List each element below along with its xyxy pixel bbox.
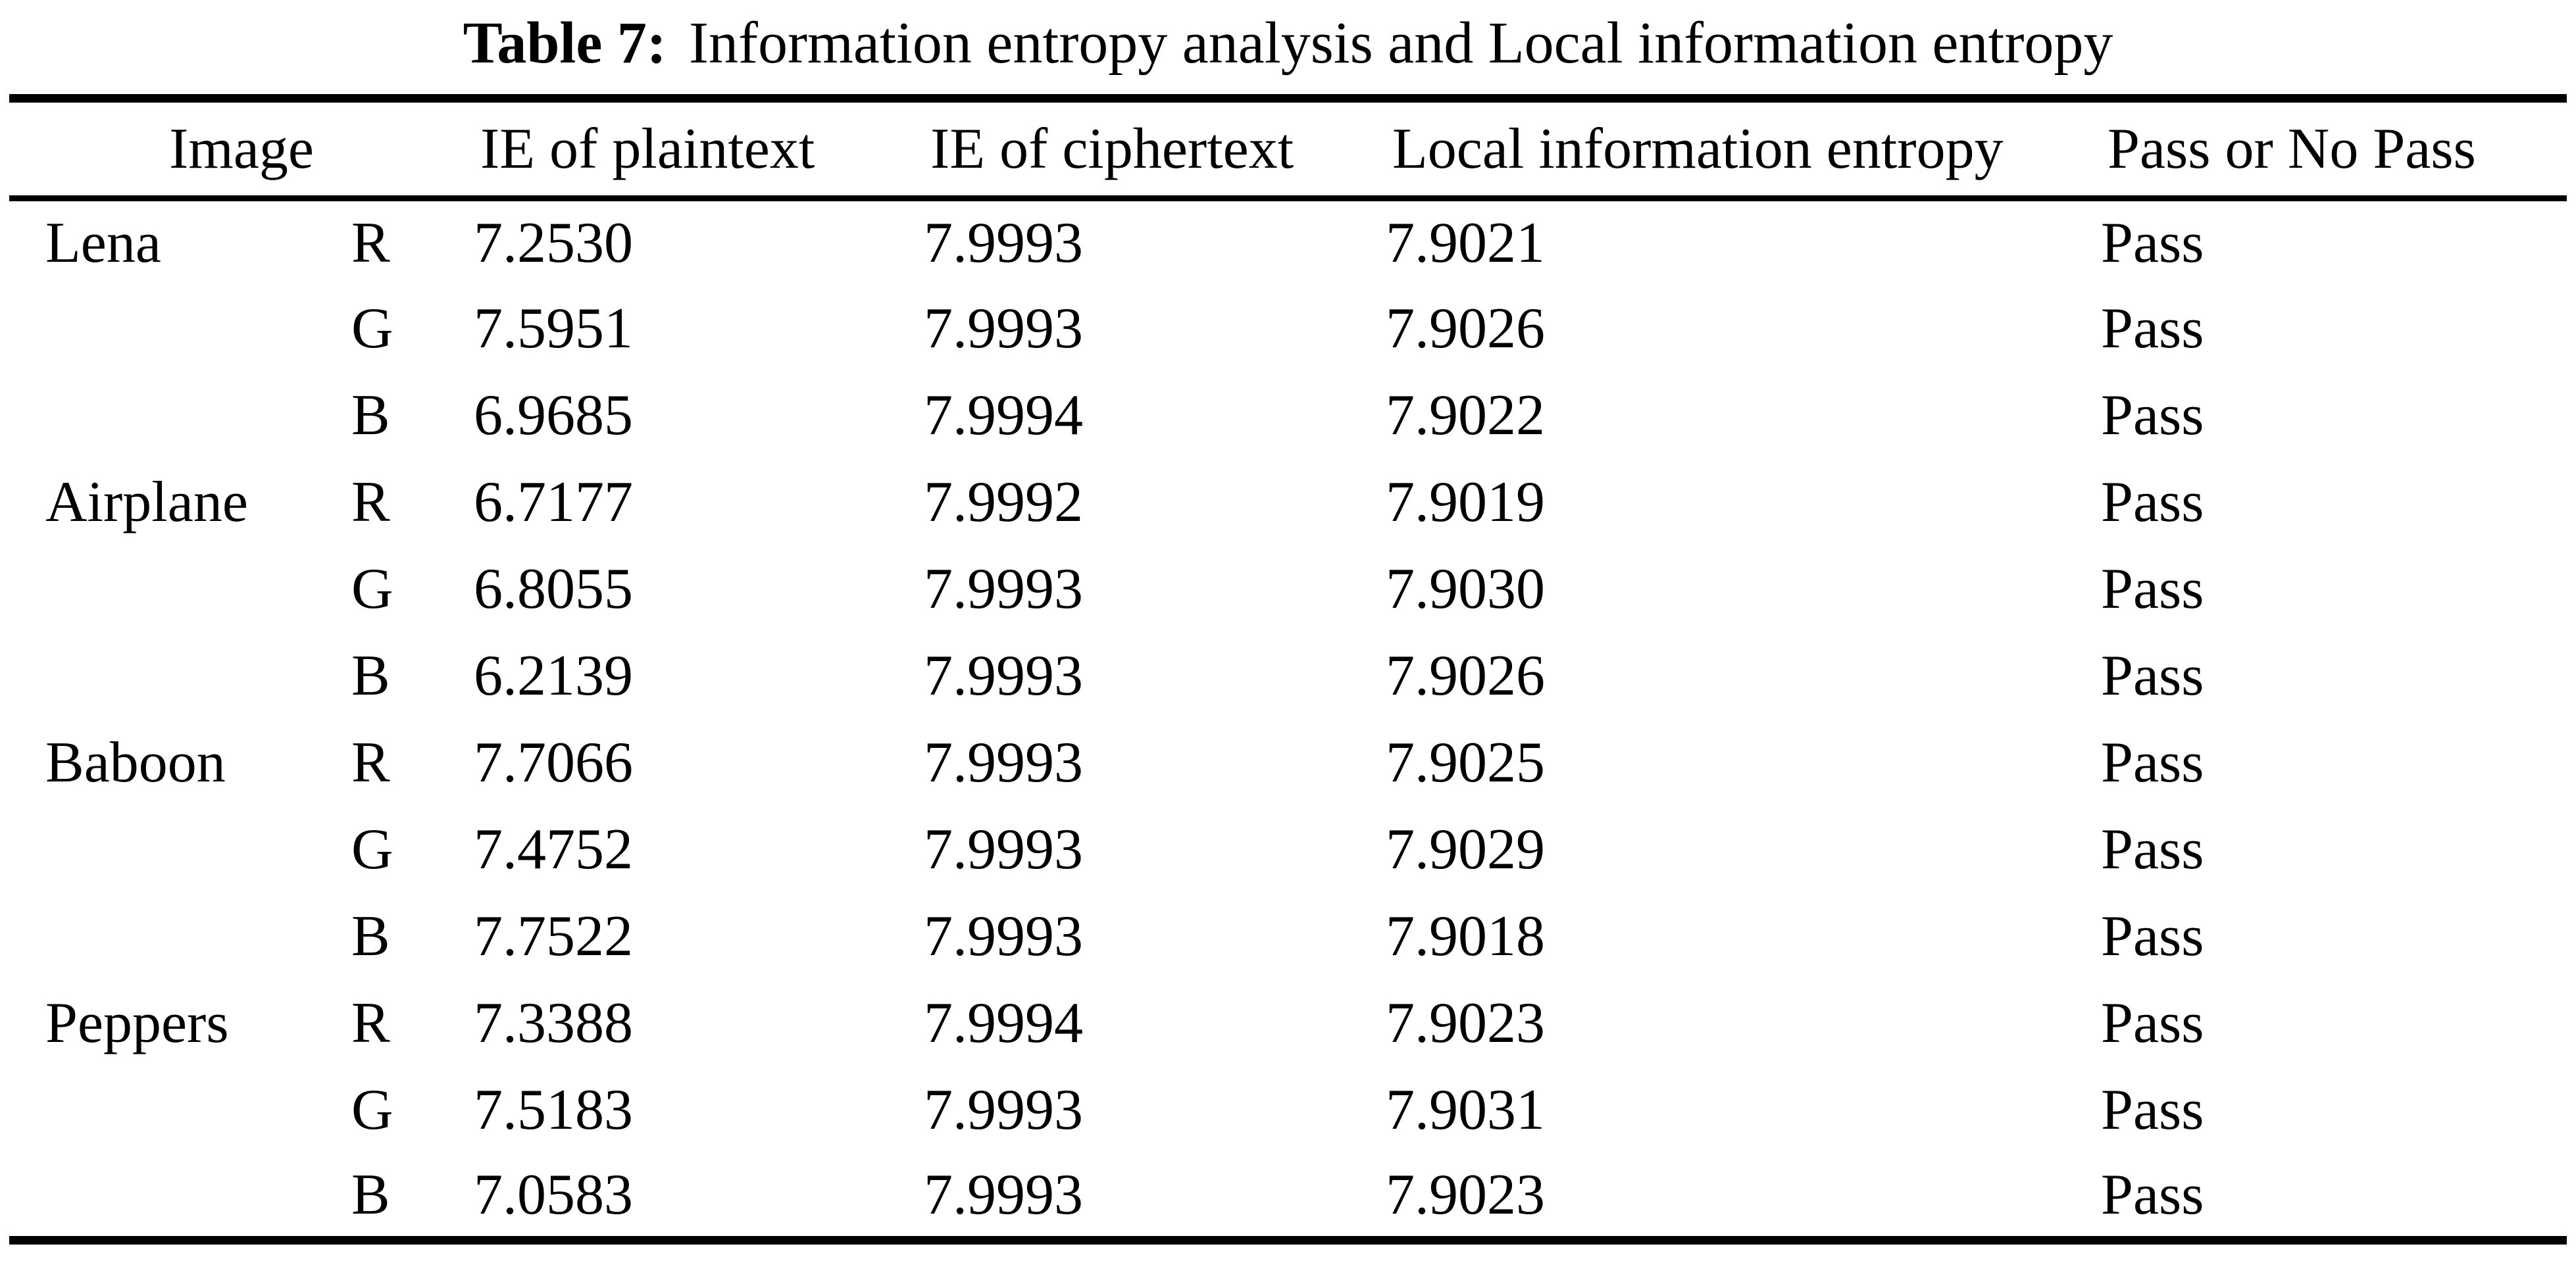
ie-ciphertext-cell: 7.9992	[924, 470, 1083, 534]
table-header: Image IE of plaintext IE of ciphertext L…	[9, 98, 2567, 199]
pass-cell: Pass	[2101, 904, 2204, 968]
channel-cell: G	[351, 1077, 393, 1142]
channel-cell: B	[351, 904, 390, 968]
ie-ciphertext-cell: 7.9994	[924, 991, 1083, 1055]
local-entropy-cell: 7.9023	[1386, 1162, 1545, 1227]
local-entropy-cell: 7.9025	[1386, 730, 1545, 795]
table-row: Baboon R 7.7066 7.9993 7.9025 Pass	[9, 719, 2567, 806]
pass-cell: Pass	[2101, 470, 2204, 534]
channel-cell: R	[351, 470, 390, 534]
image-name-cell	[9, 372, 351, 458]
channel-cell: G	[351, 556, 393, 621]
table-row: Lena R 7.2530 7.9993 7.9021 Pass	[9, 198, 2567, 285]
channel-cell: R	[351, 991, 390, 1055]
pass-cell: Pass	[2101, 211, 2204, 276]
image-name-cell	[9, 893, 351, 979]
table-row: G 7.5183 7.9993 7.9031 Pass	[9, 1066, 2567, 1153]
ie-ciphertext-cell: 7.9994	[924, 383, 1083, 447]
pass-cell: Pass	[2101, 1077, 2204, 1142]
table-row: G 6.8055 7.9993 7.9030 Pass	[9, 545, 2567, 632]
header-row: Image IE of plaintext IE of ciphertext L…	[9, 98, 2567, 199]
ie-plaintext-cell: 7.7066	[474, 730, 633, 795]
entropy-table: Image IE of plaintext IE of ciphertext L…	[9, 93, 2567, 1245]
ie-plaintext-cell: 7.7522	[474, 904, 633, 968]
local-entropy-cell: 7.9023	[1386, 991, 1545, 1055]
table-caption-label: Table 7:	[463, 11, 667, 76]
ie-plaintext-cell: 7.2530	[474, 211, 633, 276]
ie-plaintext-cell: 6.2139	[474, 643, 633, 708]
image-name-cell	[9, 632, 351, 719]
ie-plaintext-cell: 6.7177	[474, 470, 633, 534]
image-name-cell: Peppers	[45, 991, 229, 1055]
channel-cell: G	[351, 296, 393, 360]
ie-ciphertext-cell: 7.9993	[924, 296, 1083, 360]
local-entropy-cell: 7.9022	[1386, 383, 1545, 447]
ie-plaintext-cell: 7.0583	[474, 1162, 633, 1227]
local-entropy-cell: 7.9018	[1386, 904, 1545, 968]
table-row: G 7.5951 7.9993 7.9026 Pass	[9, 285, 2567, 372]
channel-cell: B	[351, 643, 390, 708]
ie-ciphertext-cell: 7.9993	[924, 211, 1083, 276]
local-entropy-cell: 7.9019	[1386, 470, 1545, 534]
local-entropy-cell: 7.9026	[1386, 643, 1545, 708]
ie-plaintext-cell: 7.4752	[474, 817, 633, 881]
channel-cell: R	[351, 211, 390, 276]
pass-cell: Pass	[2101, 1162, 2204, 1227]
channel-cell: G	[351, 817, 393, 881]
ie-ciphertext-cell: 7.9993	[924, 556, 1083, 621]
local-entropy-cell: 7.9029	[1386, 817, 1545, 881]
image-name-cell	[9, 285, 351, 372]
table-row: Peppers R 7.3388 7.9994 7.9023 Pass	[9, 979, 2567, 1066]
pass-cell: Pass	[2101, 556, 2204, 621]
ie-ciphertext-cell: 7.9993	[924, 817, 1083, 881]
table-row: B 7.7522 7.9993 7.9018 Pass	[9, 893, 2567, 979]
image-name-cell	[9, 545, 351, 632]
column-header-local-entropy: Local information entropy	[1392, 116, 2004, 181]
table-caption: Table 7: Information entropy analysis and…	[0, 0, 2576, 77]
ie-ciphertext-cell: 7.9993	[924, 730, 1083, 795]
image-name-cell	[9, 806, 351, 893]
local-entropy-cell: 7.9031	[1386, 1077, 1545, 1142]
column-header-ie-plaintext: IE of plaintext	[480, 116, 815, 181]
image-name-cell: Airplane	[45, 470, 248, 534]
channel-cell: R	[351, 730, 390, 795]
pass-cell: Pass	[2101, 643, 2204, 708]
ie-plaintext-cell: 7.5951	[474, 296, 633, 360]
channel-cell: B	[351, 1162, 390, 1227]
ie-ciphertext-cell: 7.9993	[924, 1162, 1083, 1227]
table-row: B 7.0583 7.9993 7.9023 Pass	[9, 1153, 2567, 1240]
channel-cell: B	[351, 383, 390, 447]
ie-plaintext-cell: 7.5183	[474, 1077, 633, 1142]
ie-ciphertext-cell: 7.9993	[924, 643, 1083, 708]
table-row: B 6.9685 7.9994 7.9022 Pass	[9, 372, 2567, 458]
image-name-cell: Lena	[45, 211, 161, 276]
ie-plaintext-cell: 6.9685	[474, 383, 633, 447]
ie-ciphertext-cell: 7.9993	[924, 1077, 1083, 1142]
column-header-ie-ciphertext: IE of ciphertext	[930, 116, 1294, 181]
image-name-cell	[9, 1066, 351, 1153]
local-entropy-cell: 7.9030	[1386, 556, 1545, 621]
table-row: Airplane R 6.7177 7.9992 7.9019 Pass	[9, 458, 2567, 545]
local-entropy-cell: 7.9021	[1386, 211, 1545, 276]
column-header-pass: Pass or No Pass	[2108, 116, 2476, 181]
ie-plaintext-cell: 6.8055	[474, 556, 633, 621]
ie-plaintext-cell: 7.3388	[474, 991, 633, 1055]
image-name-cell	[9, 1153, 351, 1240]
column-header-image: Image	[169, 116, 314, 181]
table-body: Lena R 7.2530 7.9993 7.9021 Pass G 7.595…	[9, 198, 2567, 1240]
image-name-cell: Baboon	[45, 730, 226, 795]
pass-cell: Pass	[2101, 730, 2204, 795]
pass-cell: Pass	[2101, 991, 2204, 1055]
table-row: B 6.2139 7.9993 7.9026 Pass	[9, 632, 2567, 719]
table-caption-text: Information entropy analysis and Local i…	[689, 11, 2113, 76]
ie-ciphertext-cell: 7.9993	[924, 904, 1083, 968]
local-entropy-cell: 7.9026	[1386, 296, 1545, 360]
pass-cell: Pass	[2101, 817, 2204, 881]
pass-cell: Pass	[2101, 383, 2204, 447]
table-row: G 7.4752 7.9993 7.9029 Pass	[9, 806, 2567, 893]
pass-cell: Pass	[2101, 296, 2204, 360]
